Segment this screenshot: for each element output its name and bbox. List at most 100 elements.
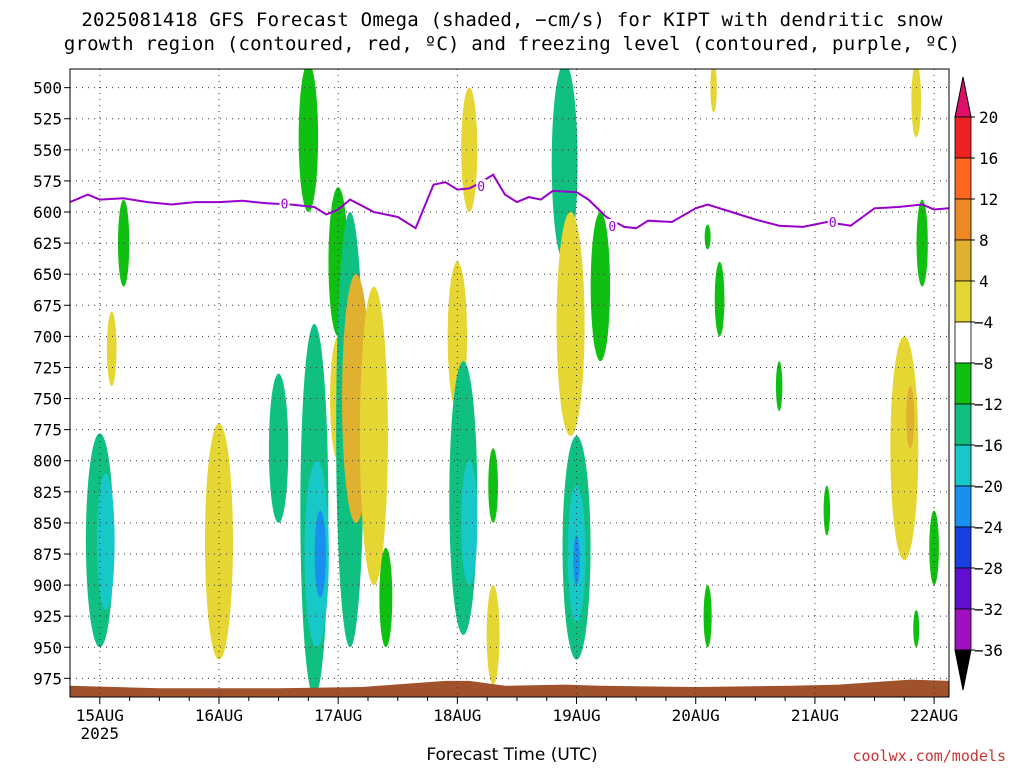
x-tick-label: 20AUG [672, 706, 720, 725]
colorbar-segment [954, 239, 972, 282]
omega-region [775, 361, 783, 411]
colorbar-top-arrow [954, 76, 972, 118]
freezing-level-label: 0 [281, 198, 289, 213]
x-tick-label: 16AUG [195, 706, 243, 725]
freezing-level: 0 0 0 0 [70, 173, 949, 235]
omega-region [96, 473, 115, 610]
colorbar-segment [954, 362, 972, 405]
omega-region [106, 311, 117, 387]
colorbar-bottom-arrow [954, 649, 972, 691]
omega-region [488, 448, 498, 523]
freezing-label-bg [827, 215, 838, 230]
x-tick-label: 19AUG [552, 706, 600, 725]
y-tick-label: 800 [33, 452, 62, 471]
omega-region [823, 485, 831, 536]
x-axis: 15AUG 16AUG 17AUG 18AUG 19AUG 20AUG 21AUG 22AUG… [76, 697, 958, 743]
omega-region [461, 87, 478, 213]
freezing-level-line [70, 173, 949, 230]
y-tick-label: 625 [33, 234, 62, 253]
colorbar-label: −28 [974, 559, 1003, 578]
omega-region [379, 547, 393, 648]
colorbar-segment [954, 116, 972, 159]
y-tick-label: 950 [33, 638, 62, 657]
omega-region [573, 535, 580, 586]
x-axis-title: Forecast Time (UTC) [426, 745, 598, 765]
plot-frame [69, 68, 950, 698]
colorbar-label: −24 [974, 518, 1003, 537]
colorbar-segment [954, 608, 972, 651]
omega-region [704, 224, 711, 250]
omega-region [359, 286, 388, 586]
y-tick-label: 675 [33, 296, 62, 315]
y-tick-label: 500 [33, 79, 62, 98]
freezing-level-label: 0 [829, 216, 837, 231]
omega-region [461, 460, 478, 586]
y-tick-label: 725 [33, 358, 62, 377]
colorbar-label: −4 [974, 313, 993, 332]
credit-text: coolwx.com/models [852, 747, 1006, 765]
x-tick-label: 21AUG [791, 706, 839, 725]
y-tick-label: 750 [33, 390, 62, 409]
y-tick-label: 925 [33, 607, 62, 626]
omega-region [714, 261, 725, 337]
x-tick-label: 15AUG [76, 706, 124, 725]
colorbar-label: −8 [974, 354, 993, 373]
colorbar-segment [954, 157, 972, 200]
omega-region [268, 373, 289, 523]
colorbar-label: −36 [974, 641, 1003, 660]
omega-region [911, 69, 922, 138]
terrain [70, 679, 949, 697]
x-tick-label: 17AUG [314, 706, 362, 725]
y-tick-label: 575 [33, 172, 62, 191]
freezing-label-bg [279, 196, 290, 211]
colorbar-label: −32 [974, 600, 1003, 619]
colorbar-label: 16 [979, 149, 998, 168]
colorbar-label: 20 [979, 108, 998, 127]
y-tick-label: 900 [33, 576, 62, 595]
grid [70, 69, 949, 697]
omega-region [906, 386, 915, 449]
chart-title-line2: growth region (contoured, red, ºC) and f… [63, 33, 961, 55]
terrain-band [70, 679, 949, 697]
colorbar-label: −16 [974, 436, 1003, 455]
colorbar-segment [954, 485, 972, 528]
x-tick-year-label: 2025 [81, 724, 120, 743]
omega-region [556, 212, 585, 436]
x-tick-label: 18AUG [433, 706, 481, 725]
colorbar-segment [954, 321, 972, 364]
x-tick-label: 22AUG [910, 706, 958, 725]
omega-region [298, 69, 319, 212]
plot-area [70, 69, 949, 697]
colorbar-label: 4 [979, 272, 989, 291]
colorbar-label: −12 [974, 395, 1003, 414]
omega-region [890, 336, 919, 561]
omega-region [929, 510, 939, 586]
omega-region [590, 212, 611, 362]
omega-region [486, 585, 500, 685]
y-tick-label: 525 [33, 110, 62, 129]
colorbar: 20 16 12 8 4 −4 −8 −12 −16 −20 −24 −28 −32 −36 [954, 76, 1003, 691]
colorbar-segment [954, 526, 972, 569]
y-tick-label: 700 [33, 327, 62, 346]
y-tick-label: 975 [33, 669, 62, 688]
y-tick-label: 850 [33, 514, 62, 533]
colorbar-segment [954, 567, 972, 610]
y-tick-label: 600 [33, 203, 62, 222]
y-tick-label: 825 [33, 483, 62, 502]
colorbar-label: 12 [979, 190, 998, 209]
colorbar-segment [954, 280, 972, 323]
omega-region [710, 69, 717, 113]
omega-region [117, 199, 130, 287]
y-tick-label: 650 [33, 265, 62, 284]
omega-region [204, 423, 233, 660]
y-tick-label: 550 [33, 141, 62, 160]
colorbar-segment [954, 198, 972, 241]
colorbar-label: −20 [974, 477, 1003, 496]
y-tick-label: 875 [33, 545, 62, 564]
freezing-label-bg [476, 179, 487, 194]
y-axis: 500 525 550 575 600 625 650 675 700 725 750 775 800 8… [33, 79, 70, 688]
omega-region [703, 585, 712, 648]
colorbar-segment [954, 444, 972, 487]
colorbar-segment [954, 403, 972, 446]
